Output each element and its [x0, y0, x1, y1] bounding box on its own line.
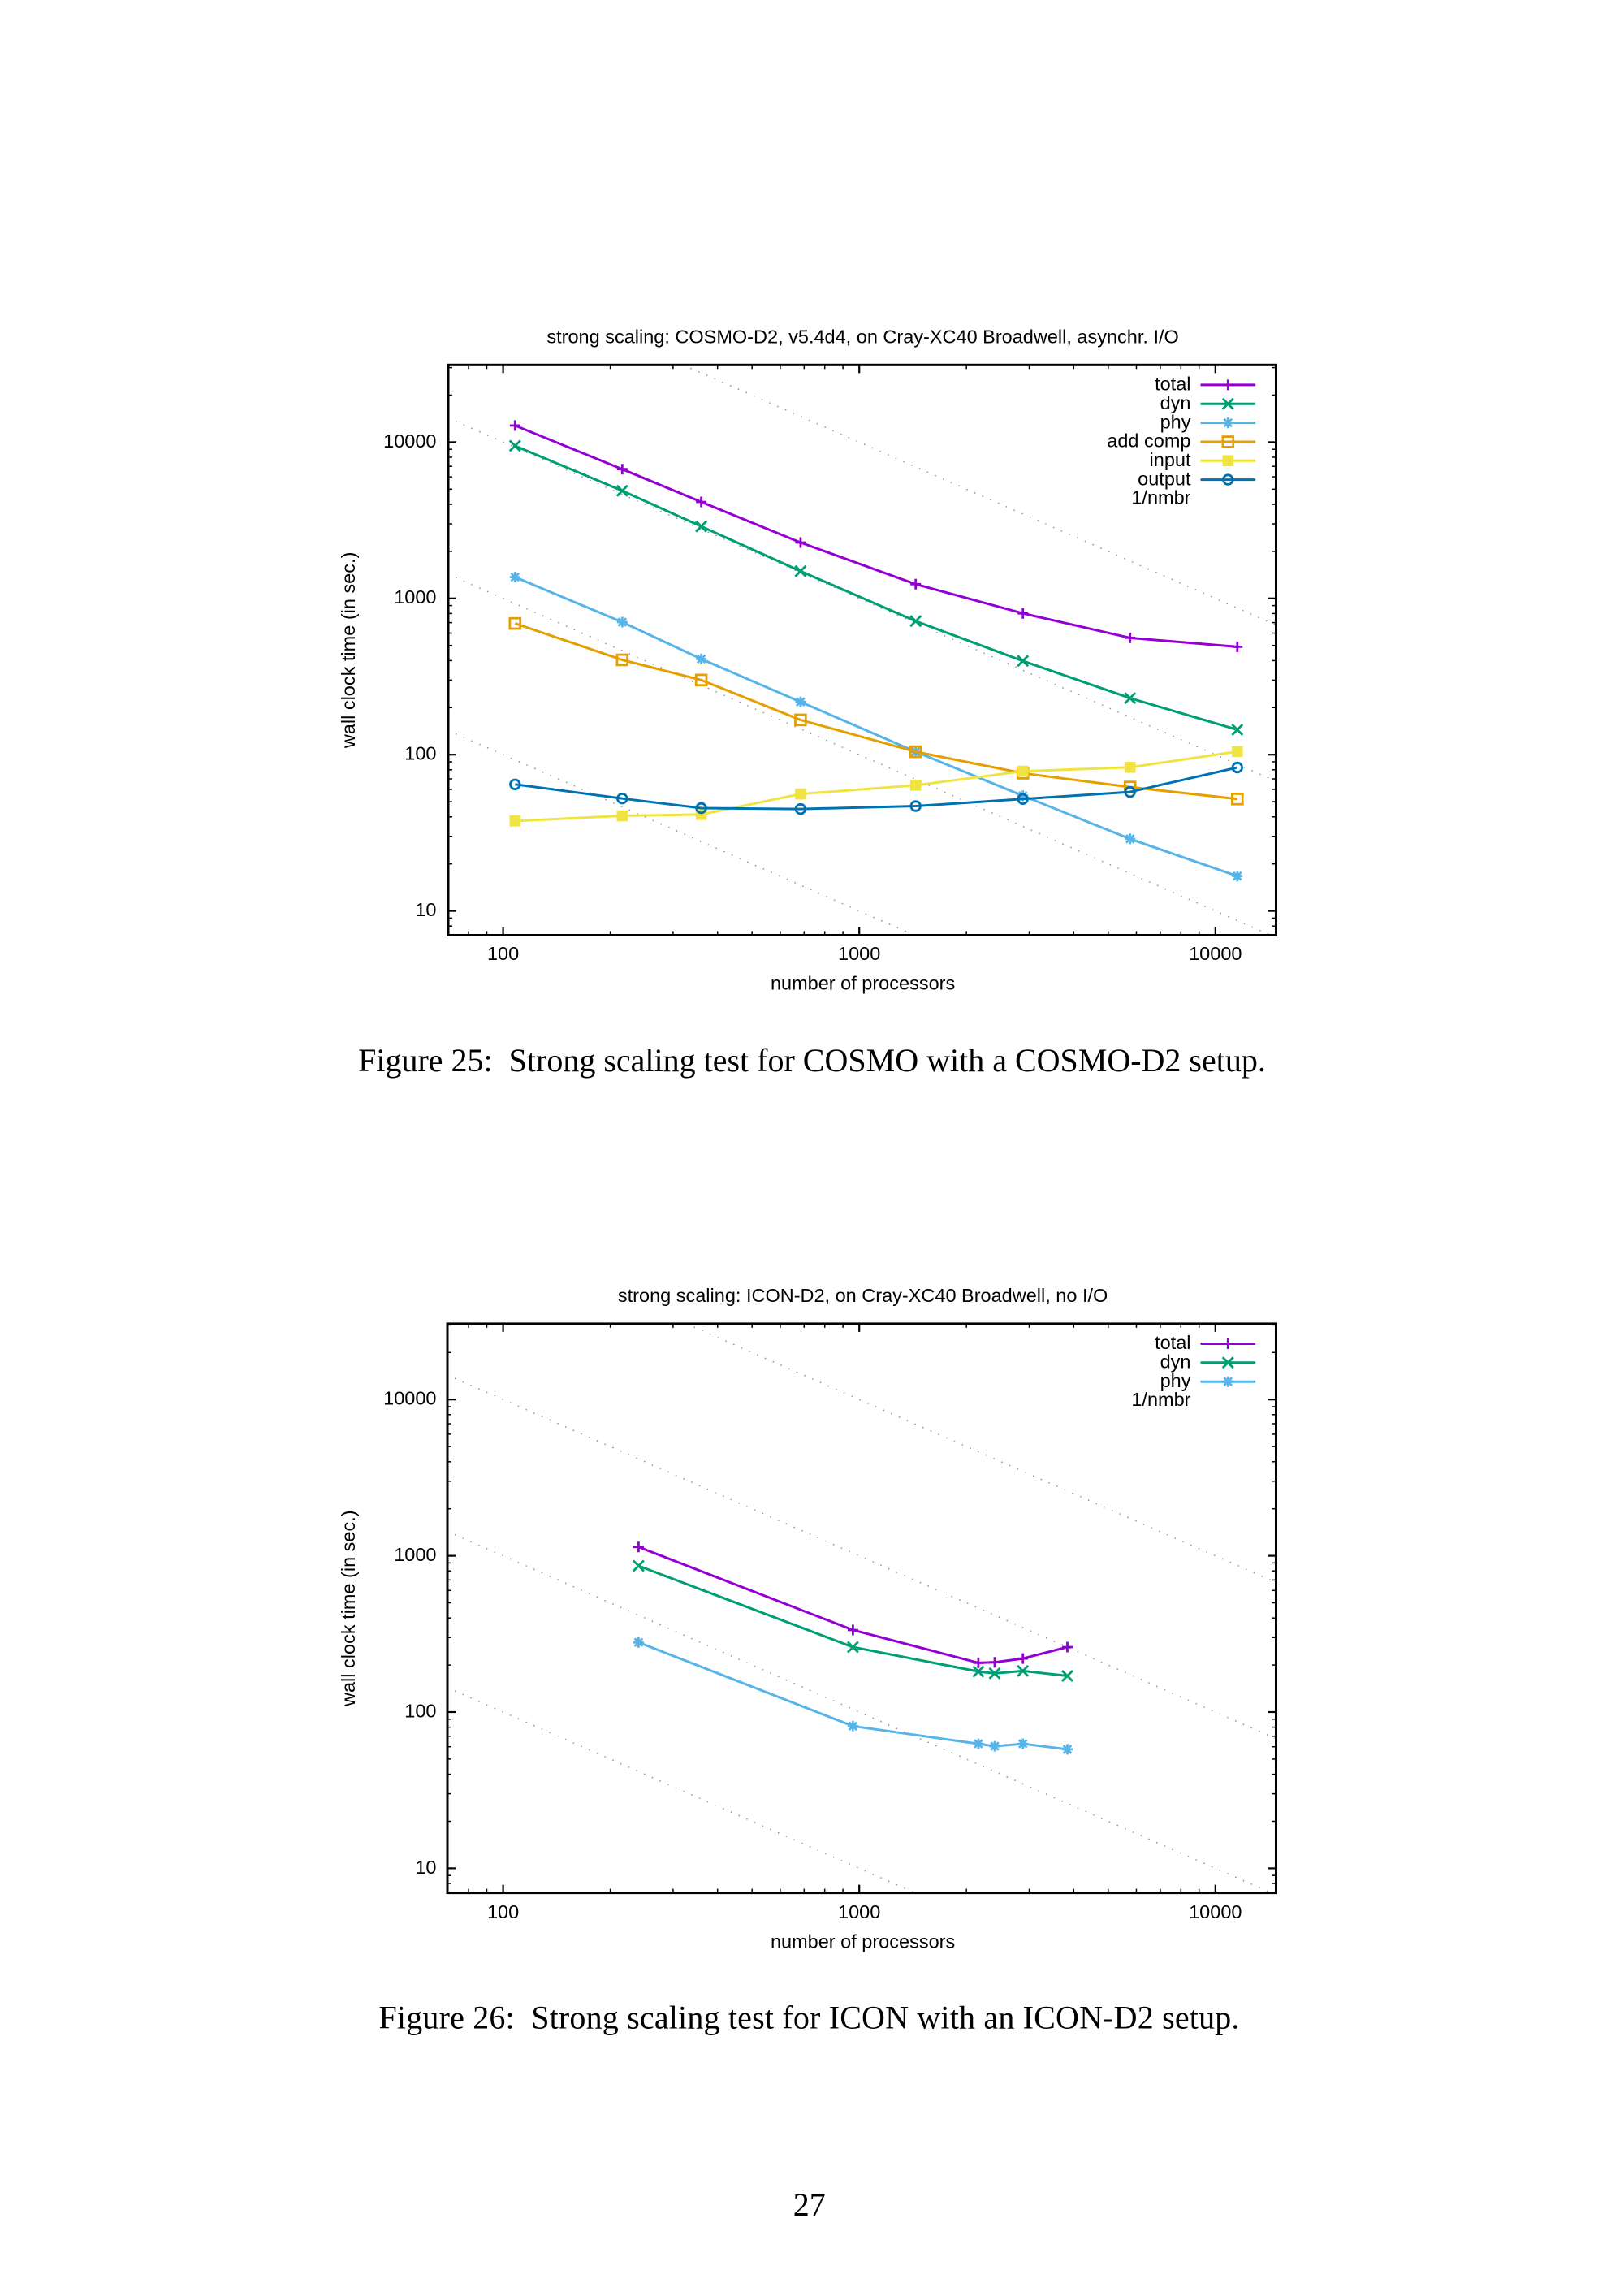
svg-text:number of processors: number of processors	[771, 972, 955, 993]
svg-text:10000: 10000	[383, 1388, 436, 1409]
svg-text:total: total	[1155, 374, 1190, 395]
svg-text:27: 27	[793, 2186, 826, 2223]
svg-text:100: 100	[487, 943, 519, 964]
svg-text:100: 100	[404, 743, 436, 764]
svg-text:1000: 1000	[838, 943, 880, 964]
svg-text:wall clock time (in sec.): wall clock time (in sec.)	[338, 552, 359, 750]
svg-text:10: 10	[415, 899, 436, 920]
svg-text:10000: 10000	[383, 430, 436, 452]
svg-text:phy: phy	[1160, 411, 1191, 432]
svg-text:10: 10	[415, 1857, 436, 1878]
svg-text:10000: 10000	[1189, 1901, 1242, 1922]
svg-text:1/nmbr: 1/nmbr	[1131, 487, 1190, 508]
svg-text:dyn: dyn	[1160, 1351, 1191, 1373]
svg-text:add comp: add comp	[1107, 430, 1190, 452]
svg-text:input: input	[1150, 449, 1191, 470]
svg-text:1000: 1000	[838, 1901, 880, 1922]
svg-text:output: output	[1138, 468, 1191, 489]
svg-text:phy: phy	[1160, 1370, 1191, 1391]
svg-text:10000: 10000	[1189, 943, 1242, 964]
svg-text:100: 100	[487, 1901, 519, 1922]
svg-text:number of processors: number of processors	[771, 1931, 955, 1952]
svg-text:1000: 1000	[394, 1544, 436, 1565]
svg-text:strong scaling: ICON-D2, on Cr: strong scaling: ICON-D2, on Cray-XC40 Br…	[618, 1285, 1108, 1306]
svg-text:dyn: dyn	[1160, 392, 1191, 413]
svg-text:100: 100	[404, 1700, 436, 1721]
svg-text:1000: 1000	[394, 586, 436, 608]
svg-text:wall clock time (in sec.): wall clock time (in sec.)	[338, 1510, 359, 1707]
svg-text:strong scaling: COSMO-D2, v5.4: strong scaling: COSMO-D2, v5.4d4, on Cra…	[546, 326, 1178, 347]
svg-text:1/nmbr: 1/nmbr	[1131, 1389, 1190, 1410]
svg-text:total: total	[1155, 1332, 1190, 1353]
svg-text:Figure 26: Strong scaling tes: Figure 26: Strong scaling test for ICON …	[379, 2000, 1240, 2036]
svg-text:Figure 25: Strong scaling tes: Figure 25: Strong scaling test for COSMO…	[358, 1042, 1266, 1079]
